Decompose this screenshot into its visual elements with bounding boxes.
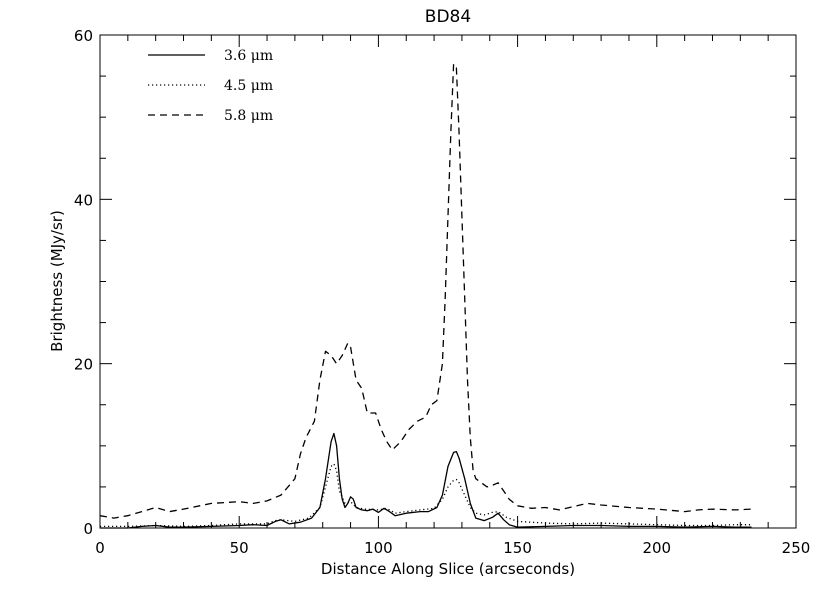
y-tick-label: 0 (83, 520, 93, 538)
chart-title: BD84 (425, 7, 471, 27)
x-tick-label: 0 (95, 539, 105, 557)
series-line-solid (100, 432, 752, 529)
series-lines (99, 63, 752, 529)
y-axis-label: Brightness (MJy/sr) (48, 210, 66, 352)
series-line-dashed (99, 63, 752, 519)
legend: 3.6 μm 4.5 μm 5.8 μm (148, 48, 273, 124)
y-tick-label: 20 (74, 356, 93, 374)
legend-label: 5.8 μm (224, 108, 273, 124)
x-tick-label: 50 (230, 539, 249, 557)
x-tick-label: 100 (364, 539, 393, 557)
y-tick-label: 40 (74, 191, 93, 209)
x-tick-label: 150 (503, 539, 532, 557)
axis-ticks (99, 34, 797, 529)
x-tick-label: 200 (642, 539, 671, 557)
axis-tick-labels: 0 50 100 150 200 250 0 20 40 60 (74, 27, 810, 557)
y-tick-label: 60 (74, 27, 93, 45)
legend-label: 4.5 μm (224, 78, 273, 94)
x-tick-label: 250 (782, 539, 811, 557)
legend-label: 3.6 μm (224, 48, 273, 64)
x-axis-label: Distance Along Slice (arcseconds) (321, 560, 575, 578)
series-line-dotted (100, 463, 752, 528)
plot-frame (99, 34, 797, 529)
